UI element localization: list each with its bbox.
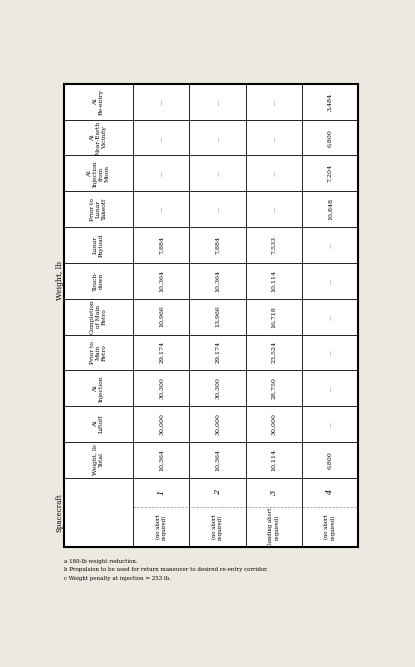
Text: 30,300: 30,300 [215,378,220,400]
Text: ...: ... [215,206,220,212]
Text: (landing abort
required): (landing abort required) [268,508,279,546]
Text: 6,800: 6,800 [327,129,332,147]
Text: (no abort
required): (no abort required) [156,514,167,540]
Text: (no abort
required): (no abort required) [212,514,223,540]
Text: ...: ... [327,421,332,427]
Text: Completion
of Main
Retro: Completion of Main Retro [90,299,107,334]
Text: 3: 3 [270,490,278,495]
Text: At
Injection: At Injection [93,375,104,402]
Text: 30,000: 30,000 [271,413,276,435]
Text: b Propulsion to be used for return maneuver to desired re-entry corridor.: b Propulsion to be used for return maneu… [63,567,267,572]
Text: 7,884: 7,884 [159,236,164,254]
Text: At
Re-entry: At Re-entry [93,89,104,115]
Text: Touch-
down: Touch- down [93,271,104,291]
Text: 16,718: 16,718 [271,305,276,327]
Text: At
Liftoff: At Liftoff [93,415,104,434]
Text: ...: ... [327,242,332,248]
Text: 28,750: 28,750 [271,378,276,400]
Text: 10,364: 10,364 [159,449,164,471]
Text: ...: ... [159,135,164,141]
Text: ...: ... [327,386,332,392]
Text: At
Near-Earth
Vicinity: At Near-Earth Vicinity [90,121,107,155]
Text: 30,000: 30,000 [215,413,220,435]
Text: Weight, lb: Weight, lb [56,261,63,300]
Text: ...: ... [159,170,164,176]
Text: ...: ... [327,350,332,356]
Text: 1: 1 [157,490,165,495]
Text: At
Injection
from
Moon: At Injection from Moon [87,160,110,187]
Text: ...: ... [271,206,276,212]
Text: 30,000: 30,000 [159,413,164,435]
Text: ...: ... [215,135,220,141]
Text: ...: ... [271,99,276,105]
Text: Lunar
Payload: Lunar Payload [93,233,104,257]
Text: 30,300: 30,300 [159,378,164,400]
Text: Prior to
Lunar
Takeoff: Prior to Lunar Takeoff [90,198,107,221]
Text: 29,174: 29,174 [159,342,164,364]
Text: 10,364: 10,364 [215,270,220,292]
Text: c Weight penalty at injection = 253 lb.: c Weight penalty at injection = 253 lb. [63,576,171,580]
Text: 10,364: 10,364 [215,449,220,471]
Text: ...: ... [271,135,276,141]
Text: 23,524: 23,524 [271,342,276,364]
Text: 10,364: 10,364 [159,270,164,292]
Text: ...: ... [159,99,164,105]
Text: ...: ... [159,206,164,212]
Text: 10,848: 10,848 [327,198,332,220]
Text: (no abort
required): (no abort required) [324,514,336,540]
Text: 10,966: 10,966 [159,305,164,327]
Text: Prior to
Main
Retro: Prior to Main Retro [90,341,107,364]
Text: 2: 2 [214,490,222,495]
Text: a 180-lb weight reduction.: a 180-lb weight reduction. [63,558,137,564]
Text: ...: ... [327,278,332,284]
Text: ...: ... [271,170,276,176]
Text: 29,174: 29,174 [215,342,220,364]
Text: 7,884: 7,884 [215,236,220,254]
Text: 7,533: 7,533 [271,236,276,254]
Text: ...: ... [327,313,332,319]
Text: ...: ... [215,99,220,105]
Text: ...: ... [215,170,220,176]
Text: 10,114: 10,114 [271,449,276,471]
Text: 10,114: 10,114 [271,269,276,292]
Text: 3,484: 3,484 [327,93,332,111]
Text: 13,966: 13,966 [215,305,220,327]
Text: Weight, lb
Total: Weight, lb Total [93,444,104,475]
Text: 4: 4 [326,490,334,495]
Text: 6,800: 6,800 [327,451,332,469]
Text: Spacecraft: Spacecraft [56,493,63,532]
Text: 7,204: 7,204 [327,164,332,183]
